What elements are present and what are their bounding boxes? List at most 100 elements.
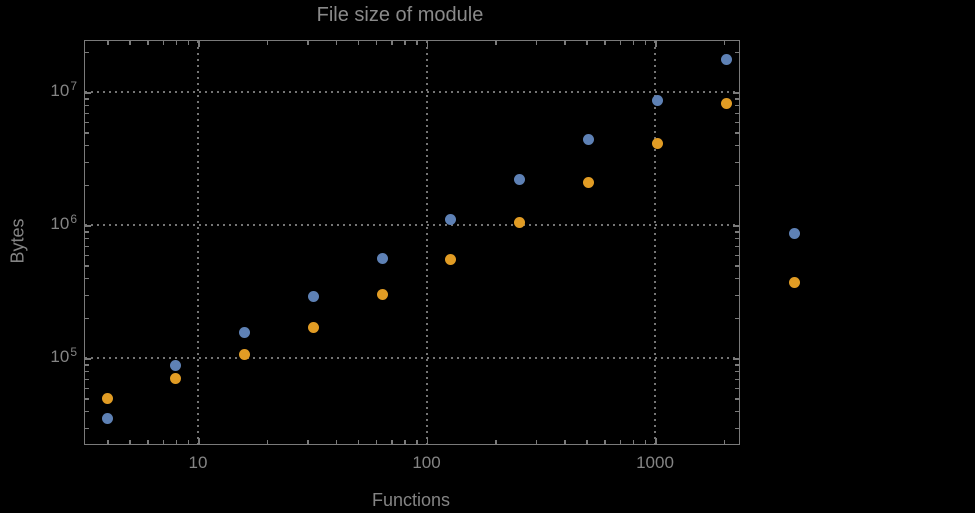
data-point-orange-series xyxy=(789,276,801,288)
data-point-blue-series xyxy=(583,133,595,145)
x-tick-label: 10 xyxy=(188,453,208,472)
tick-mark xyxy=(335,41,338,45)
tick-mark xyxy=(586,41,588,45)
tick-mark xyxy=(85,92,91,94)
tick-mark xyxy=(735,161,739,164)
tick-mark xyxy=(375,41,378,45)
tick-mark xyxy=(85,265,89,267)
tick-mark xyxy=(735,277,739,280)
data-point-orange-series xyxy=(170,373,182,385)
tick-mark xyxy=(85,51,89,54)
tick-mark xyxy=(735,317,739,320)
tick-mark xyxy=(735,112,739,115)
tick-mark xyxy=(655,438,657,444)
tick-mark xyxy=(426,438,428,444)
tick-mark xyxy=(85,98,89,100)
tick-mark xyxy=(735,370,739,373)
y-tick-exponent: 5 xyxy=(70,345,77,359)
chart-title: File size of module xyxy=(316,4,484,26)
tick-mark xyxy=(735,98,739,100)
y-tick-base: 10 xyxy=(50,214,70,233)
grid-line-vertical xyxy=(197,41,199,444)
tick-mark xyxy=(735,231,739,233)
data-point-orange-series xyxy=(307,321,319,333)
data-point-blue-series xyxy=(789,228,801,240)
tick-mark xyxy=(723,41,726,45)
data-point-blue-series xyxy=(239,327,251,339)
grid-line-vertical xyxy=(425,41,428,444)
tick-mark xyxy=(85,317,89,320)
data-point-blue-series xyxy=(651,94,663,106)
tick-mark xyxy=(404,440,406,444)
tick-mark xyxy=(632,41,635,45)
tick-mark xyxy=(187,41,190,45)
tick-mark xyxy=(735,378,739,381)
tick-mark xyxy=(375,440,378,444)
tick-mark xyxy=(85,245,89,248)
tick-mark xyxy=(335,440,338,444)
tick-mark xyxy=(162,440,165,444)
tick-mark xyxy=(416,41,418,45)
data-point-blue-series xyxy=(445,213,457,225)
tick-mark xyxy=(735,132,739,134)
y-tick-base: 10 xyxy=(50,81,70,100)
data-point-orange-series xyxy=(651,137,663,149)
tick-mark xyxy=(632,440,635,444)
tick-mark xyxy=(404,41,406,45)
tick-mark xyxy=(357,440,360,444)
tick-mark xyxy=(307,41,309,45)
tick-mark xyxy=(175,440,178,444)
tick-mark xyxy=(733,358,739,360)
y-tick-base: 10 xyxy=(50,347,70,366)
tick-mark xyxy=(391,440,393,444)
tick-mark xyxy=(735,254,739,256)
tick-mark xyxy=(357,41,360,45)
tick-mark xyxy=(735,364,739,366)
tick-mark xyxy=(604,41,606,45)
grid-line-horizontal xyxy=(85,357,739,359)
tick-mark xyxy=(735,294,739,297)
tick-mark xyxy=(187,440,190,444)
tick-mark xyxy=(735,104,739,107)
tick-mark xyxy=(129,440,131,444)
tick-mark xyxy=(735,121,739,123)
tick-mark xyxy=(85,370,89,373)
data-point-orange-series xyxy=(583,176,595,188)
tick-mark xyxy=(535,440,538,444)
tick-mark xyxy=(175,41,178,45)
tick-mark xyxy=(735,427,739,430)
x-tick-label: 1000 xyxy=(636,453,674,472)
tick-mark xyxy=(85,225,91,227)
data-point-blue-series xyxy=(170,359,182,371)
tick-mark xyxy=(129,41,131,45)
tick-mark xyxy=(604,440,606,444)
tick-mark xyxy=(85,364,89,366)
y-tick-label: 107 xyxy=(0,79,77,102)
tick-mark xyxy=(266,41,269,45)
tick-mark xyxy=(85,112,89,115)
y-tick-label: 105 xyxy=(0,345,77,368)
tick-mark xyxy=(655,41,657,47)
tick-mark xyxy=(586,440,588,444)
tick-mark xyxy=(162,41,165,45)
tick-mark xyxy=(564,41,566,45)
data-point-blue-series xyxy=(307,291,319,302)
tick-mark xyxy=(198,41,200,47)
tick-mark xyxy=(735,144,739,147)
data-point-blue-series xyxy=(376,252,388,264)
tick-mark xyxy=(266,440,269,444)
tick-mark xyxy=(85,184,89,187)
tick-mark xyxy=(147,41,149,45)
tick-mark xyxy=(85,121,89,123)
tick-mark xyxy=(307,440,309,444)
data-point-blue-series xyxy=(101,413,113,425)
tick-mark xyxy=(85,132,89,134)
data-point-blue-series xyxy=(720,54,732,66)
tick-mark xyxy=(85,231,89,233)
y-tick-exponent: 6 xyxy=(70,212,77,226)
tick-mark xyxy=(619,41,622,45)
data-point-orange-series xyxy=(101,392,113,404)
tick-mark xyxy=(735,237,739,240)
tick-mark xyxy=(495,41,497,45)
